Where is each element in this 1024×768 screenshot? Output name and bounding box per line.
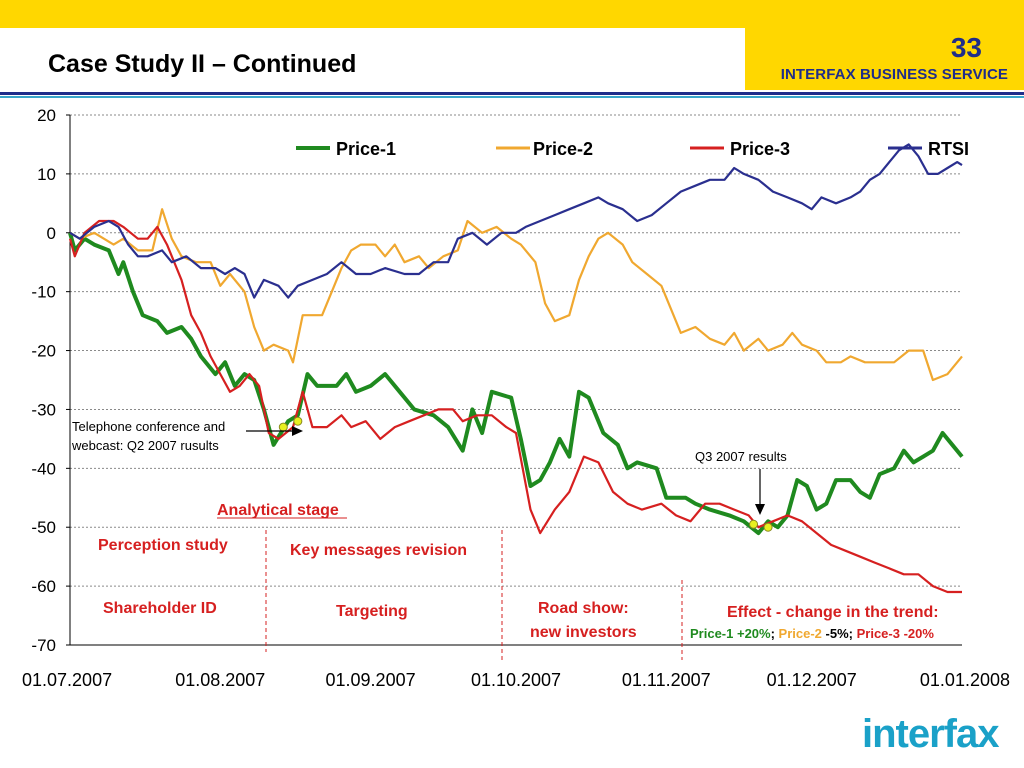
slide-title: Case Study II – Continued bbox=[48, 50, 357, 78]
series-line-price-2 bbox=[69, 208, 963, 382]
y-tick-label: -20 bbox=[31, 342, 56, 361]
x-tick-label: 01.01.2008 bbox=[920, 670, 1010, 690]
effect-detail-part: -5% bbox=[822, 626, 849, 641]
chart-legend: Price-1 Price-2 Price-3 RTSI bbox=[296, 139, 969, 159]
effect-title-label: Effect - change in the trend: bbox=[727, 604, 939, 621]
legend-label: RTSI bbox=[928, 139, 969, 159]
event-marker bbox=[763, 522, 773, 532]
series-line-price-1 bbox=[68, 232, 964, 536]
effect-detail-part: ; bbox=[849, 626, 857, 641]
effect-detail-part: Price-1 +20% bbox=[690, 626, 771, 641]
x-tick-label: 01.12.2007 bbox=[767, 670, 857, 690]
series-line-price-3 bbox=[68, 219, 962, 594]
series-line-rtsi bbox=[69, 143, 963, 299]
legend-label: Price-1 bbox=[336, 139, 396, 159]
title-area bbox=[0, 28, 745, 90]
brand-box: 33 INTERFAX BUSINESS SERVICE bbox=[745, 0, 1024, 90]
legend-label: Price-3 bbox=[730, 139, 790, 159]
event-markers bbox=[278, 416, 773, 532]
event-marker bbox=[293, 416, 303, 426]
x-tick-label: 01.10.2007 bbox=[471, 670, 561, 690]
x-tick-label: 01.09.2007 bbox=[326, 670, 416, 690]
chart-grid bbox=[69, 114, 962, 646]
conference-annotation: Telephone conference and bbox=[72, 419, 225, 434]
y-tick-label: -60 bbox=[31, 577, 56, 596]
series-lines bbox=[68, 143, 964, 594]
chart-annotations: Telephone conference and webcast: Q2 2007… bbox=[71, 419, 939, 641]
phase-dividers bbox=[265, 530, 683, 660]
brand-label: INTERFAX BUSINESS SERVICE bbox=[780, 66, 1008, 83]
effect-detail-part: ; bbox=[771, 626, 779, 641]
header-rule-accent bbox=[0, 96, 1024, 98]
road-show-label: new investors bbox=[530, 624, 637, 641]
road-show-label: Road show: bbox=[538, 600, 629, 617]
effect-detail-part: Price-2 bbox=[779, 626, 822, 641]
x-axis-ticks: 01.07.2007 01.08.2007 01.09.2007 01.10.2007… bbox=[22, 670, 1010, 690]
shareholder-id-label: Shareholder ID bbox=[103, 600, 217, 617]
y-axis-ticks: 20 10 0 -10 -20 -30 -40 -50 -60 -70 bbox=[31, 106, 70, 655]
y-tick-label: -70 bbox=[31, 636, 56, 655]
perception-study-label: Perception study bbox=[98, 537, 228, 554]
y-tick-label: -10 bbox=[31, 283, 56, 302]
y-tick-label: -50 bbox=[31, 518, 56, 537]
y-tick-label: 0 bbox=[47, 224, 56, 243]
targeting-label: Targeting bbox=[336, 603, 408, 620]
conference-annotation: webcast: Q2 2007 rusults bbox=[71, 438, 219, 453]
interfax-logo: interfax bbox=[862, 712, 999, 756]
x-tick-label: 01.08.2007 bbox=[175, 670, 265, 690]
conference-arrow-head bbox=[292, 426, 303, 436]
page-number: 33 bbox=[950, 32, 982, 63]
q3-arrow-head bbox=[755, 504, 765, 515]
x-tick-label: 01.11.2007 bbox=[622, 670, 711, 690]
analytical-stage-label: Analytical stage bbox=[217, 502, 339, 519]
effect-detail-part: Price-3 -20% bbox=[857, 626, 935, 641]
y-tick-label: 10 bbox=[37, 165, 56, 184]
y-tick-label: -30 bbox=[31, 400, 56, 419]
x-tick-label: 01.07.2007 bbox=[22, 670, 112, 690]
y-tick-label: 20 bbox=[37, 106, 56, 125]
header-rule bbox=[0, 92, 1024, 95]
event-marker bbox=[749, 519, 759, 529]
y-tick-label: -40 bbox=[31, 459, 56, 478]
effect-detail-label: Price-1 +20%; Price-2 -5%; Price-3 -20% bbox=[690, 626, 934, 641]
legend-label: Price-2 bbox=[533, 139, 593, 159]
key-messages-label: Key messages revision bbox=[290, 542, 467, 559]
q3-annotation: Q3 2007 results bbox=[695, 449, 787, 464]
event-marker bbox=[278, 422, 288, 432]
